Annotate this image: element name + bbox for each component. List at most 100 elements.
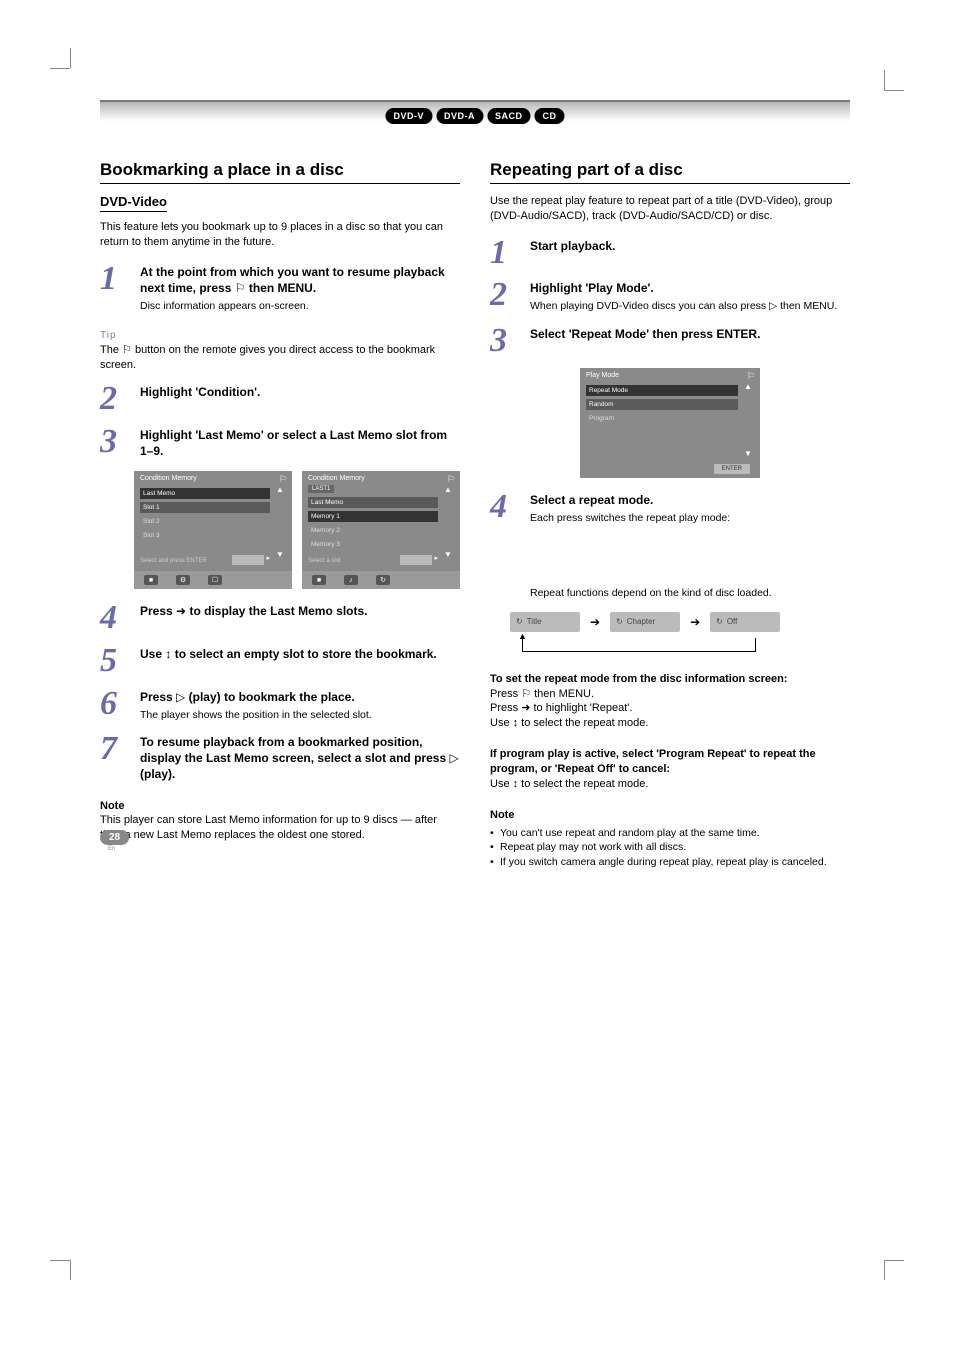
step-7: 7 To resume playback from a bookmarked p… xyxy=(100,734,460,783)
osd-stop-icon: ■ xyxy=(312,575,326,585)
osd-btn-icon: ☐ xyxy=(208,575,222,585)
step-body: Highlight 'Last Memo' or select a Last M… xyxy=(140,427,460,459)
step-num: 5 xyxy=(100,646,126,677)
osd-arrow-icon: ▸ xyxy=(266,554,270,562)
extra-head: To set the repeat mode from the disc inf… xyxy=(490,672,850,687)
note-bullets: You can't use repeat and random play at … xyxy=(490,826,850,870)
step-body: At the point from which you want to resu… xyxy=(140,264,460,296)
repeat-return-arrow xyxy=(522,638,756,652)
step-body: Highlight 'Play Mode'. xyxy=(530,280,850,296)
r-step-4: 4 Select a repeat mode. Each press switc… xyxy=(490,492,850,600)
osd-title: Condition Memory xyxy=(140,475,197,482)
arrow-icon: ➔ xyxy=(590,615,600,629)
osd-item: Slot 2 xyxy=(140,516,270,527)
extra2-head: If program play is active, select 'Progr… xyxy=(490,747,850,777)
osd-title: Condition Memory xyxy=(308,475,365,482)
repeat-icon: ↻ xyxy=(616,617,623,626)
step-sub: Disc information appears on-screen. xyxy=(140,299,460,313)
osd-repeat-icon: ↻ xyxy=(376,575,390,585)
note-head: Note xyxy=(490,808,850,823)
tip-body: The ⚐ button on the remote gives you dir… xyxy=(100,343,460,373)
osd-item: Last Memo xyxy=(140,488,270,499)
osd-scrollbar: ▲ ▼ xyxy=(742,382,754,458)
osd-item: Slot 3 xyxy=(140,530,270,541)
step-body: Press ▷ (play) to bookmark the place. xyxy=(140,689,460,705)
r-step-3: 3 Select 'Repeat Mode' then press ENTER. xyxy=(490,326,850,357)
osd-hint: Select a slot xyxy=(308,558,341,564)
osd-scrollbar: ▲ ▼ xyxy=(442,485,454,559)
osd-list: Last Memo Slot 1 Slot 2 Slot 3 xyxy=(140,488,270,541)
osd-screenshot-2: Condition Memory ⚐ LAST1 ▲ ▼ Last Memo M… xyxy=(302,471,460,589)
crop-mark xyxy=(70,48,71,68)
osd-arrow-icon: ▸ xyxy=(434,554,438,562)
scroll-up-icon: ▲ xyxy=(276,485,284,494)
step-body: Use ↕ to select an empty slot to store t… xyxy=(140,646,460,662)
note-bullet: You can't use repeat and random play at … xyxy=(490,826,850,841)
left-note: Note This player can store Last Memo inf… xyxy=(100,799,460,844)
angle-icon: ⚐ xyxy=(447,474,455,485)
osd-bottom-bar: ENTER xyxy=(580,460,760,478)
pill-cd: CD xyxy=(535,108,565,124)
osd-item: Memory 3 xyxy=(308,539,438,550)
step-3: 3 Highlight 'Last Memo' or select a Last… xyxy=(100,427,460,459)
crop-mark xyxy=(884,90,904,91)
extra-line: Press ⚐ then MENU. xyxy=(490,687,850,702)
step-num: 3 xyxy=(490,326,516,357)
step-body: To resume playback from a bookmarked pos… xyxy=(140,734,460,783)
step-num: 6 xyxy=(100,689,126,720)
angle-icon: ⚐ xyxy=(747,371,755,382)
left-intro: This feature lets you bookmark up to 9 p… xyxy=(100,220,460,250)
right-note: Note You can't use repeat and random pla… xyxy=(490,808,850,870)
osd-stop-icon: ■ xyxy=(144,575,158,585)
columns: Bookmarking a place in a disc DVD-Video … xyxy=(100,154,850,870)
osd-hint: Select and press ENTER xyxy=(140,558,207,564)
format-pills: DVD-V DVD-A SACD CD xyxy=(385,108,564,124)
scroll-up-icon: ▲ xyxy=(744,382,752,391)
step-num: 7 xyxy=(100,734,126,765)
repeat-label: Off xyxy=(727,617,738,626)
osd-slot xyxy=(400,555,432,565)
osd-screenshot-right: Play Mode ⚐ ▲ ▼ Repeat Mode Random Progr… xyxy=(580,368,760,478)
repeat-icon: ↻ xyxy=(716,617,723,626)
step-sub2: Repeat functions depend on the kind of d… xyxy=(530,586,850,600)
osd-item: Memory 2 xyxy=(308,525,438,536)
pill-dvda: DVD-A xyxy=(436,108,483,124)
header-bar: DVD-V DVD-A SACD CD xyxy=(100,100,850,136)
step-6: 6 Press ▷ (play) to bookmark the place. … xyxy=(100,689,460,722)
right-extra: To set the repeat mode from the disc inf… xyxy=(490,672,850,731)
step-5: 5 Use ↕ to select an empty slot to store… xyxy=(100,646,460,677)
repeat-box: ↻ Chapter xyxy=(610,612,680,632)
osd-bottom-bar: ■ ⚙ ☐ xyxy=(134,571,292,589)
step-num: 4 xyxy=(490,492,516,523)
osd-item: Memory 1 xyxy=(308,511,438,522)
crop-mark xyxy=(884,1260,904,1261)
page-num-value: 28 xyxy=(100,830,129,845)
repeat-box: ↻ Title xyxy=(510,612,580,632)
osd-item: Random xyxy=(586,399,738,410)
step-sub: When playing DVD-Video discs you can als… xyxy=(530,299,850,313)
osd-btn-icon: ⚙ xyxy=(176,575,190,585)
osd-list: Repeat Mode Random Program xyxy=(586,385,738,424)
step-body: Select a repeat mode. xyxy=(530,492,850,508)
osd-tab: LAST1 xyxy=(308,485,334,493)
crop-mark xyxy=(50,1260,70,1261)
extra-line: Press ➜ to highlight 'Repeat'. xyxy=(490,701,850,716)
step-body: Start playback. xyxy=(530,238,850,254)
note-head: Note xyxy=(100,799,460,814)
step-num: 1 xyxy=(100,264,126,295)
r-step-1: 1 Start playback. xyxy=(490,238,850,269)
osd-item: Slot 1 xyxy=(140,502,270,513)
osd-enter-button: ENTER xyxy=(714,464,750,474)
tip-head: Tip xyxy=(100,329,460,343)
left-column: Bookmarking a place in a disc DVD-Video … xyxy=(100,154,460,870)
scroll-up-icon: ▲ xyxy=(444,485,452,494)
left-title: Bookmarking a place in a disc xyxy=(100,160,460,184)
right-title: Repeating part of a disc xyxy=(490,160,850,184)
osd-item: Program xyxy=(586,413,738,424)
repeat-box: ↻ Off xyxy=(710,612,780,632)
pill-sacd: SACD xyxy=(487,108,531,124)
right-column: Repeating part of a disc Use the repeat … xyxy=(490,154,850,870)
left-subtitle: DVD-Video xyxy=(100,194,167,212)
page-number: 28 En xyxy=(100,829,129,852)
crop-mark xyxy=(50,68,70,69)
